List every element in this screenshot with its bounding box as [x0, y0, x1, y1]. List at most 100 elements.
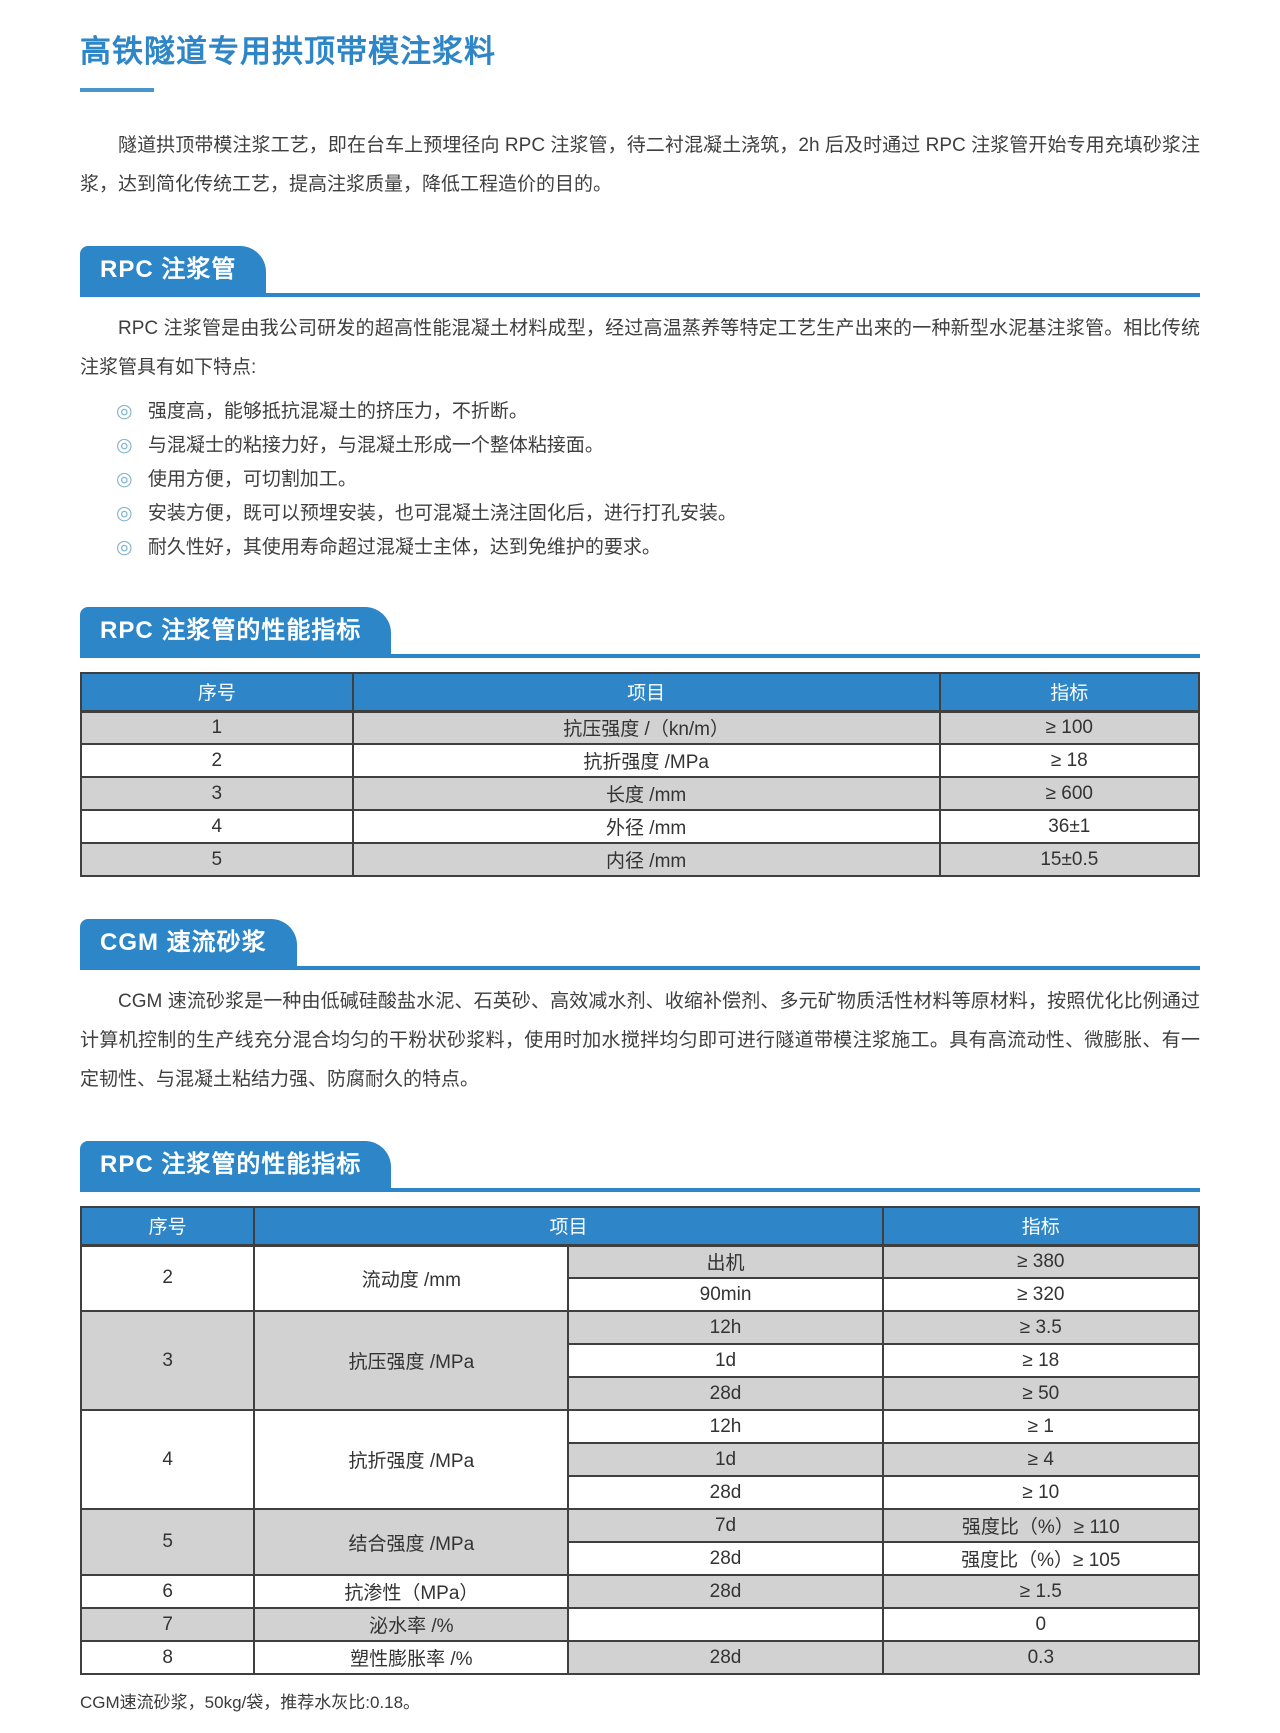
cell-index: 15±0.5	[938, 842, 1201, 877]
cell-time: 28d	[567, 1475, 884, 1510]
table-row: 4 抗折强度 /MPa 12h ≥ 1	[79, 1409, 1201, 1510]
feature-item: ◎ 使用方便，可切割加工。	[116, 463, 1200, 497]
feature-text: 耐久性好，其使用寿命超过混凝士主体，达到免维护的要求。	[147, 537, 661, 558]
cell-no: 6	[79, 1574, 256, 1609]
section-badge-rpc: RPC 注浆管	[80, 246, 267, 293]
cell-time: 12h	[567, 1409, 884, 1444]
header-cell-item: 项目	[351, 672, 941, 713]
cell-no: 7	[79, 1607, 256, 1642]
page-title: 高铁隧道专用拱顶带模注浆料	[80, 34, 496, 69]
cell-index: 强度比（%）≥ 105	[881, 1541, 1201, 1576]
cell-no: 4	[80, 809, 354, 844]
table-row: 2 抗折强度 /MPa ≥ 18	[80, 743, 1201, 778]
header-cell-item: 项目	[253, 1206, 884, 1247]
header-cell-index: 指标	[938, 672, 1201, 713]
cell-time: 出机	[567, 1244, 884, 1279]
cell-no: 3	[80, 776, 354, 811]
cell-item: 泌水率 /%	[253, 1607, 570, 1642]
cell-item: 抗渗性（MPa）	[253, 1574, 570, 1609]
cell-index: ≥ 100	[938, 710, 1201, 745]
cell-no: 5	[79, 1508, 256, 1576]
rpc-performance-table: 序号 项目 指标 1 抗压强度 /（kn/m） ≥ 100 2 抗折强度 /MP…	[80, 672, 1201, 877]
table-row: 5 结合强度 /MPa 7d 强度比（%）≥ 110	[79, 1508, 1201, 1576]
section-badge-cgm-performance: RPC 注浆管的性能指标	[80, 1141, 392, 1188]
cgm-description: CGM 速流砂浆是一种由低碱硅酸盐水泥、石英砂、高效减水剂、收缩补偿剂、多元矿物…	[80, 991, 1200, 1090]
cell-index: ≥ 1	[881, 1409, 1201, 1444]
cell-item: 抗压强度 /（kn/m）	[351, 710, 941, 745]
cell-index: 36±1	[938, 809, 1201, 844]
table-row: 7 泌水率 /% 0	[79, 1607, 1201, 1642]
cell-item: 结合强度 /MPa	[253, 1508, 570, 1576]
section-badge-cgm: CGM 速流砂浆	[80, 919, 297, 966]
cell-time: 28d	[567, 1376, 884, 1411]
feature-item: ◎ 与混凝士的粘接力好，与混凝土形成一个整体粘接面。	[116, 429, 1200, 463]
cell-index: ≥ 18	[938, 743, 1201, 778]
cell-index: ≥ 4	[881, 1442, 1201, 1477]
cell-no: 8	[79, 1640, 256, 1675]
cell-item: 流动度 /mm	[253, 1244, 570, 1312]
cell-item: 抗压强度 /MPa	[253, 1310, 570, 1411]
cell-time: 12h	[567, 1310, 884, 1345]
rpc-description: RPC 注浆管是由我公司研发的超高性能混凝土材料成型，经过高温蒸养等特定工艺生产…	[80, 318, 1200, 378]
cell-no: 2	[80, 743, 354, 778]
cell-time	[567, 1607, 884, 1642]
cell-index: ≥ 1.5	[881, 1574, 1201, 1609]
packaging-note: CGM速流砂浆，50kg/袋，推荐水灰比:0.18。	[80, 1693, 421, 1712]
ring-bullet-icon: ◎	[116, 401, 133, 422]
cell-time: 1d	[567, 1442, 884, 1477]
cell-no: 2	[79, 1244, 256, 1312]
table-header-row: 序号 项目 指标	[79, 1206, 1201, 1247]
table-row: 90min ≥ 320	[81, 1277, 1201, 1312]
table-row: 4 外径 /mm 36±1	[80, 809, 1201, 844]
cell-item: 抗折强度 /MPa	[351, 743, 941, 778]
table-row: 6 抗渗性（MPa） 28d ≥ 1.5	[79, 1574, 1201, 1609]
rpc-feature-list: ◎ 强度高，能够抵抗混凝土的挤压力，不折断。 ◎ 与混凝士的粘接力好，与混凝土形…	[80, 395, 1200, 565]
section-header-rpc: RPC 注浆管	[80, 246, 1200, 297]
cell-item: 塑性膨胀率 /%	[253, 1640, 570, 1675]
intro-paragraph: 隧道拱顶带模注浆工艺，即在台车上预埋径向 RPC 注浆管，待二衬混凝土浇筑，2h…	[80, 135, 1200, 195]
table-row: 1d ≥ 4	[81, 1442, 1201, 1477]
cell-index: ≥ 600	[938, 776, 1201, 811]
ring-bullet-icon: ◎	[116, 469, 133, 490]
cell-time: 90min	[567, 1277, 884, 1312]
cell-index: ≥ 380	[881, 1244, 1201, 1279]
header-cell-index: 指标	[881, 1206, 1201, 1247]
feature-text: 安装方便，既可以预埋安装，也可混凝土浇注固化后，进行打孔安装。	[147, 503, 737, 524]
section-header-cgm-performance: RPC 注浆管的性能指标	[80, 1141, 1200, 1192]
feature-text: 使用方便，可切割加工。	[147, 469, 357, 490]
feature-item: ◎ 耐久性好，其使用寿命超过混凝士主体，达到免维护的要求。	[116, 531, 1200, 565]
cell-no: 3	[79, 1310, 256, 1411]
cgm-performance-table: 序号 项目 指标 2 流动度 /mm 出机 ≥ 380 90min ≥ 320 …	[79, 1206, 1201, 1675]
table-row: 5 内径 /mm 15±0.5	[80, 842, 1201, 877]
feature-item: ◎ 安装方便，既可以预埋安装，也可混凝土浇注固化后，进行打孔安装。	[116, 497, 1200, 531]
title-underline	[80, 88, 154, 92]
cell-index: ≥ 10	[881, 1475, 1201, 1510]
cell-time: 28d	[567, 1640, 884, 1675]
cell-index: ≥ 3.5	[881, 1310, 1201, 1345]
cell-no: 5	[80, 842, 354, 877]
ring-bullet-icon: ◎	[116, 503, 133, 524]
cell-item: 长度 /mm	[351, 776, 941, 811]
header-cell-no: 序号	[79, 1206, 256, 1247]
table-row: 2 流动度 /mm 出机 ≥ 380	[79, 1244, 1201, 1312]
header-cell-no: 序号	[80, 672, 354, 713]
cell-time: 1d	[567, 1343, 884, 1378]
feature-item: ◎ 强度高，能够抵抗混凝土的挤压力，不折断。	[116, 395, 1200, 429]
cell-index: 强度比（%）≥ 110	[881, 1508, 1201, 1543]
cell-index: ≥ 320	[881, 1277, 1201, 1312]
cell-item: 外径 /mm	[351, 809, 941, 844]
feature-text: 强度高，能够抵抗混凝土的挤压力，不折断。	[147, 401, 528, 422]
table-header-row: 序号 项目 指标	[80, 672, 1201, 713]
table-row: 3 抗压强度 /MPa 12h ≥ 3.5	[79, 1310, 1201, 1411]
cell-item: 抗折强度 /MPa	[253, 1409, 570, 1510]
table-row: 8 塑性膨胀率 /% 28d 0.3	[79, 1640, 1201, 1675]
section-header-rpc-performance: RPC 注浆管的性能指标	[80, 607, 1200, 658]
cell-item: 内径 /mm	[351, 842, 941, 877]
cell-time: 7d	[567, 1508, 884, 1543]
table-row: 3 长度 /mm ≥ 600	[80, 776, 1201, 811]
cell-no: 4	[79, 1409, 256, 1510]
cell-time: 28d	[567, 1574, 884, 1609]
section-header-cgm: CGM 速流砂浆	[80, 919, 1200, 970]
cell-index: 0	[881, 1607, 1201, 1642]
